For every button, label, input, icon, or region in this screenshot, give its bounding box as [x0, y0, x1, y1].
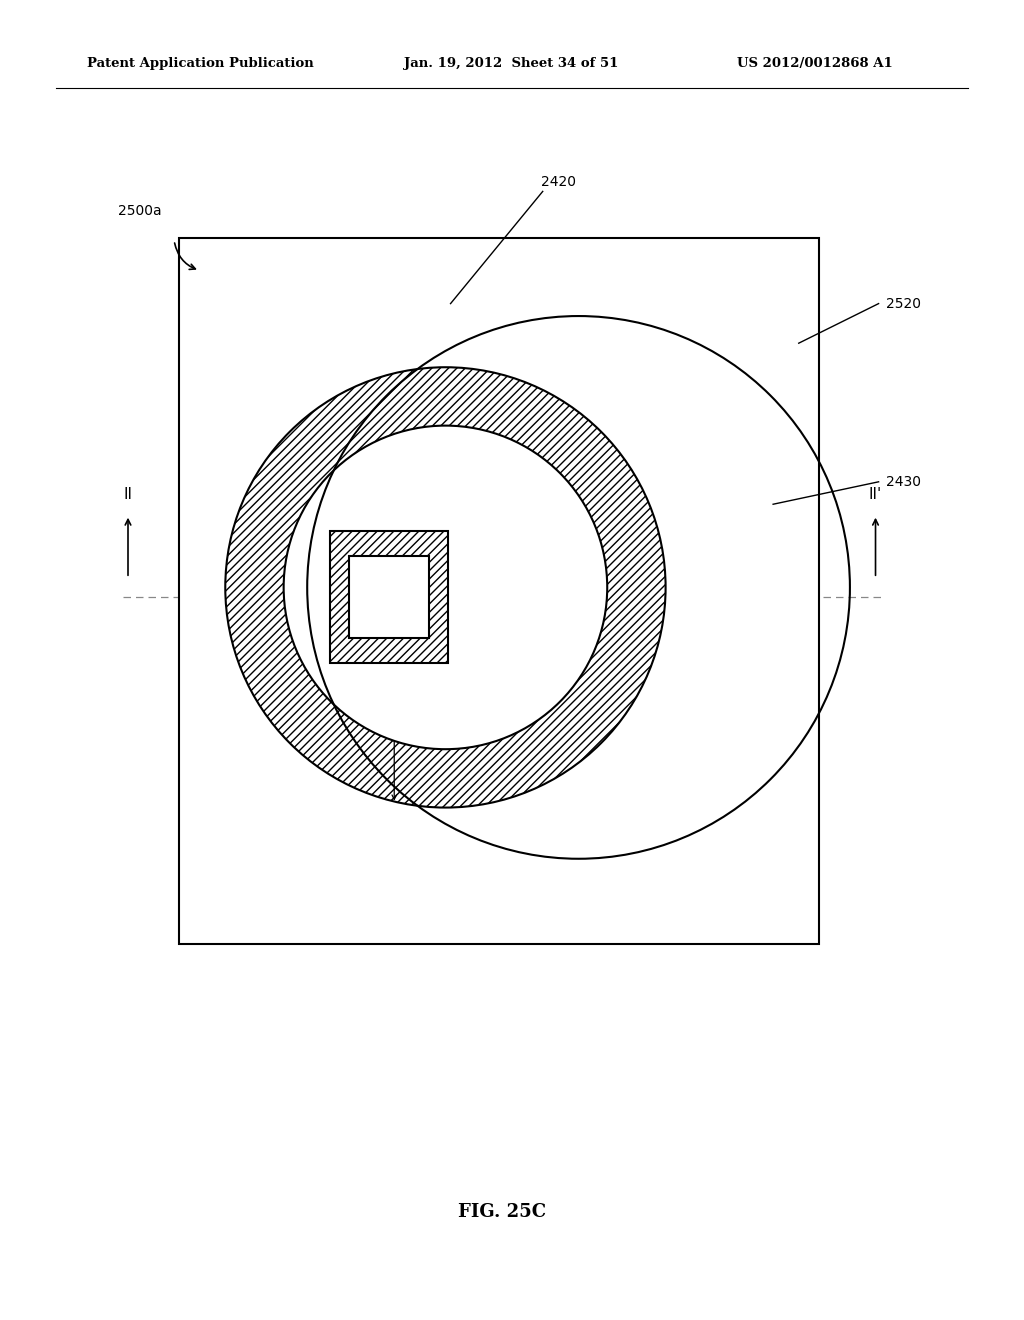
Bar [179, 238, 819, 944]
Bar [330, 531, 449, 663]
Text: Jan. 19, 2012  Sheet 34 of 51: Jan. 19, 2012 Sheet 34 of 51 [404, 57, 618, 70]
Text: 2420: 2420 [541, 176, 575, 189]
Text: D1: D1 [354, 644, 372, 656]
Text: Patent Application Publication: Patent Application Publication [87, 57, 313, 70]
Text: FIG. 25C: FIG. 25C [458, 1203, 546, 1221]
Text: II: II [124, 487, 132, 502]
Text: US 2012/0012868 A1: US 2012/0012868 A1 [737, 57, 893, 70]
Text: D2: D2 [399, 729, 417, 742]
Text: 2500a: 2500a [118, 205, 162, 218]
Ellipse shape [284, 425, 607, 750]
Ellipse shape [225, 367, 666, 808]
Text: II': II' [869, 487, 882, 502]
Text: 2520: 2520 [886, 297, 921, 310]
Text: ň: ň [451, 560, 461, 576]
Text: 2430: 2430 [886, 475, 921, 488]
Bar [349, 556, 429, 638]
